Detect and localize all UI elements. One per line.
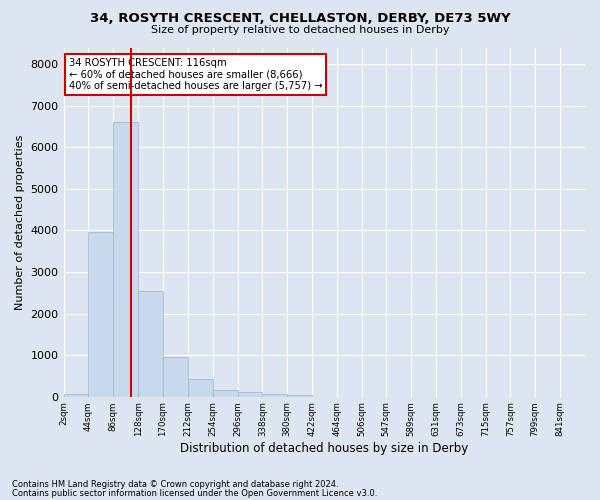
- Bar: [88, 232, 113, 396]
- Y-axis label: Number of detached properties: Number of detached properties: [15, 134, 25, 310]
- Text: Contains HM Land Registry data © Crown copyright and database right 2024.: Contains HM Land Registry data © Crown c…: [12, 480, 338, 489]
- Bar: [238, 392, 262, 396]
- Bar: [212, 390, 238, 396]
- Bar: [188, 379, 212, 396]
- Text: 34 ROSYTH CRESCENT: 116sqm
← 60% of detached houses are smaller (8,666)
40% of s: 34 ROSYTH CRESCENT: 116sqm ← 60% of deta…: [69, 58, 322, 91]
- Bar: [262, 394, 287, 396]
- X-axis label: Distribution of detached houses by size in Derby: Distribution of detached houses by size …: [180, 442, 469, 455]
- Text: Contains public sector information licensed under the Open Government Licence v3: Contains public sector information licen…: [12, 488, 377, 498]
- Bar: [287, 395, 312, 396]
- Text: 34, ROSYTH CRESCENT, CHELLASTON, DERBY, DE73 5WY: 34, ROSYTH CRESCENT, CHELLASTON, DERBY, …: [89, 12, 511, 26]
- Bar: [64, 394, 88, 396]
- Bar: [163, 357, 188, 397]
- Bar: [113, 122, 138, 396]
- Bar: [138, 290, 163, 397]
- Text: Size of property relative to detached houses in Derby: Size of property relative to detached ho…: [151, 25, 449, 35]
